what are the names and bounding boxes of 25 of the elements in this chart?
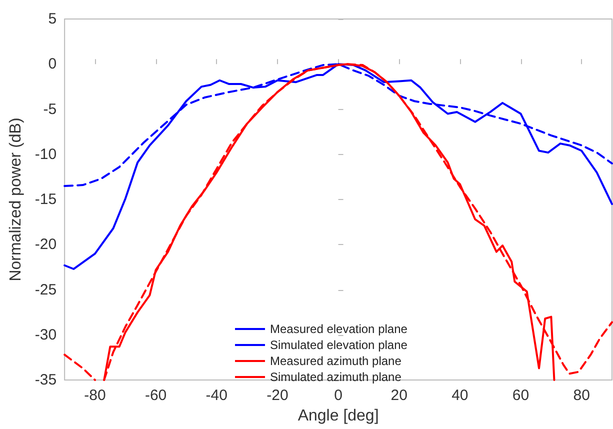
y-tick-label: -35: [34, 372, 57, 388]
y-tick-label: -20: [34, 236, 57, 254]
y-tick-label: -30: [34, 326, 57, 344]
y-tick-label: 0: [48, 56, 57, 73]
x-tick-label: -80: [84, 387, 106, 404]
x-tick-label: 60: [512, 387, 530, 404]
x-tick-label: 20: [390, 387, 408, 404]
x-tick-label: 80: [573, 387, 590, 404]
legend-label: Measured azimuth plane: [270, 354, 402, 368]
x-tick-label: 40: [452, 387, 468, 404]
y-tick-label: 5: [48, 10, 57, 28]
y-tick-label: -5: [43, 100, 57, 118]
y-axis-title: Normalized power (dB): [8, 118, 24, 282]
legend-label: Measured elevation plane: [270, 322, 408, 336]
y-tick-label: -25: [34, 281, 57, 298]
legend-label: Simulated azimuth plane: [270, 370, 402, 384]
x-tick-label: 0: [334, 387, 342, 404]
legend-label: Simulated elevation plane: [270, 338, 408, 352]
y-tick-label: -15: [34, 191, 57, 208]
line-series: [64, 63, 613, 270]
x-tick-label: -40: [206, 387, 228, 404]
x-tick-label: -60: [144, 387, 167, 404]
y-tick-label: -10: [34, 146, 57, 163]
x-axis-title: Angle [deg]: [298, 408, 379, 424]
x-tick-label: -20: [266, 387, 288, 404]
